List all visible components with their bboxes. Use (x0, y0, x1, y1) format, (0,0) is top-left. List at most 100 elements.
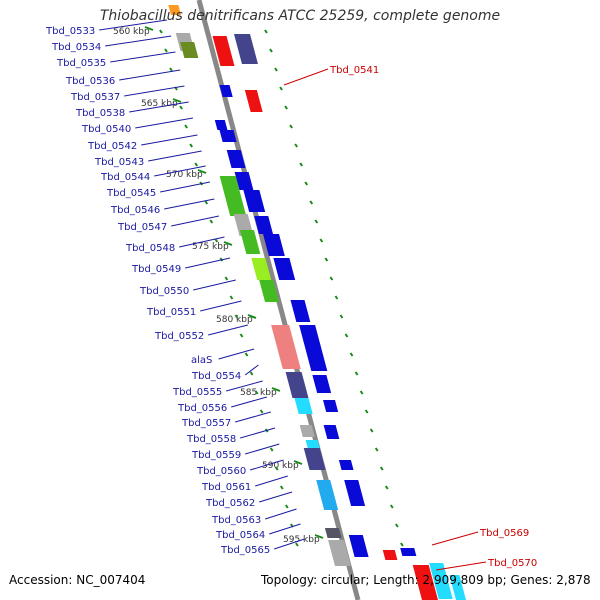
minor-tick (359, 390, 364, 395)
gene-glyph (382, 550, 398, 560)
minor-tick (264, 29, 268, 34)
gene-glyph (324, 528, 342, 538)
gene-glyph (429, 563, 453, 599)
gene-label-left: Tbd_0544 (100, 172, 150, 183)
minor-tick (274, 67, 278, 72)
kbp-tick (197, 169, 207, 174)
minor-tick (299, 162, 304, 167)
map-title: Thiobacillus denitrificans ATCC 25259, c… (99, 8, 501, 24)
gene-label-left: Tbd_0558 (186, 434, 236, 445)
minor-tick (224, 276, 229, 281)
minor-tick (179, 105, 183, 110)
gene-label-left: Tbd_0550 (139, 286, 189, 297)
gene-glyph (290, 300, 311, 322)
gene-glyph (214, 120, 228, 130)
kbp-tick (172, 98, 182, 103)
gene-glyph (312, 375, 332, 393)
minor-tick (279, 86, 283, 91)
gene-glyph (299, 325, 328, 371)
gene-glyph (412, 565, 439, 600)
gene-glyph (239, 230, 261, 254)
gene-glyph (234, 34, 258, 64)
minor-tick (184, 124, 188, 129)
gene-label-left: Tbd_0543 (94, 157, 144, 168)
genome-summary: Topology: circular; Length: 2,909,809 bp… (261, 573, 591, 587)
minor-tick (384, 485, 389, 490)
gene-label-left: Tbd_0555 (172, 387, 222, 398)
minor-tick (354, 371, 359, 376)
kbp-label: 585 kbp (240, 388, 277, 398)
gene-leader-line (218, 348, 255, 360)
gene-glyph (180, 42, 199, 58)
minor-tick (309, 200, 314, 205)
gene-glyph (254, 216, 274, 234)
kbp-tick (223, 241, 233, 246)
gene-glyph (328, 540, 351, 566)
gene-leader-line (235, 411, 271, 423)
gene-label-left: Tbd_0533 (45, 26, 95, 37)
gene-label-left: Tbd_0561 (201, 482, 251, 493)
minor-tick (364, 409, 369, 414)
gene-leader-line (435, 561, 487, 571)
minor-tick (294, 143, 298, 148)
minor-tick (324, 257, 329, 262)
minor-tick (269, 48, 273, 53)
minor-tick (379, 466, 384, 471)
gene-label-right: Tbd_0570 (487, 558, 537, 569)
gene-glyph (299, 425, 315, 437)
gene-label-left: Tbd_0546 (110, 205, 160, 216)
gene-leader-line (124, 85, 185, 97)
gene-glyph (219, 130, 237, 142)
gene-leader-line (265, 508, 297, 520)
gene-glyph (449, 575, 467, 600)
gene-leader-line (283, 68, 329, 86)
gene-glyph (285, 372, 309, 398)
gene-glyph (168, 5, 181, 15)
minor-tick (254, 390, 259, 395)
gene-label-left: Tbd_0542 (87, 141, 137, 152)
gene-leader-line (185, 257, 231, 269)
gene-glyph (219, 85, 233, 97)
gene-leader-line (431, 531, 479, 546)
kbp-label: 560 kbp (113, 27, 150, 37)
gene-leader-line (200, 300, 242, 312)
gene-leader-line (171, 215, 219, 227)
gene-glyph (226, 150, 246, 168)
gene-label-right: Tbd_0541 (329, 65, 379, 76)
minor-tick (389, 504, 394, 509)
kbp-label: 580 kbp (216, 315, 253, 325)
gene-glyph (251, 258, 272, 280)
gene-glyph (400, 548, 417, 556)
kbp-tick (271, 387, 281, 392)
gene-leader-line (105, 35, 172, 47)
minor-tick (319, 238, 324, 243)
minor-tick (274, 466, 279, 471)
minor-tick (395, 523, 399, 528)
gene-label-left: Tbd_0534 (51, 42, 101, 53)
gene-label-left: Tbd_0562 (205, 498, 255, 509)
gene-glyph (348, 535, 369, 557)
minor-tick (369, 428, 374, 433)
minor-tick (344, 333, 349, 338)
gene-glyph (212, 36, 235, 66)
minor-tick (159, 29, 163, 34)
gene-glyph (323, 425, 340, 439)
minor-tick (244, 352, 249, 357)
kbp-label: 590 kbp (262, 461, 299, 471)
gene-label-left: Tbd_0548 (125, 243, 175, 254)
minor-tick (295, 542, 299, 547)
minor-tick (289, 124, 293, 129)
gene-glyph (234, 172, 254, 190)
gene-leader-line (240, 427, 276, 439)
gene-leader-line (255, 475, 288, 487)
gene-leader-line (274, 538, 305, 550)
minor-tick (284, 504, 289, 509)
minor-tick (229, 295, 234, 300)
gene-leader-line (208, 324, 248, 336)
gene-leader-line (141, 134, 198, 146)
gene-label-left: Tbd_0564 (215, 530, 265, 541)
gene-leader-line (179, 236, 225, 248)
kbp-tick (293, 460, 303, 465)
gene-leader-line (129, 101, 189, 113)
gene-glyph (259, 280, 280, 302)
